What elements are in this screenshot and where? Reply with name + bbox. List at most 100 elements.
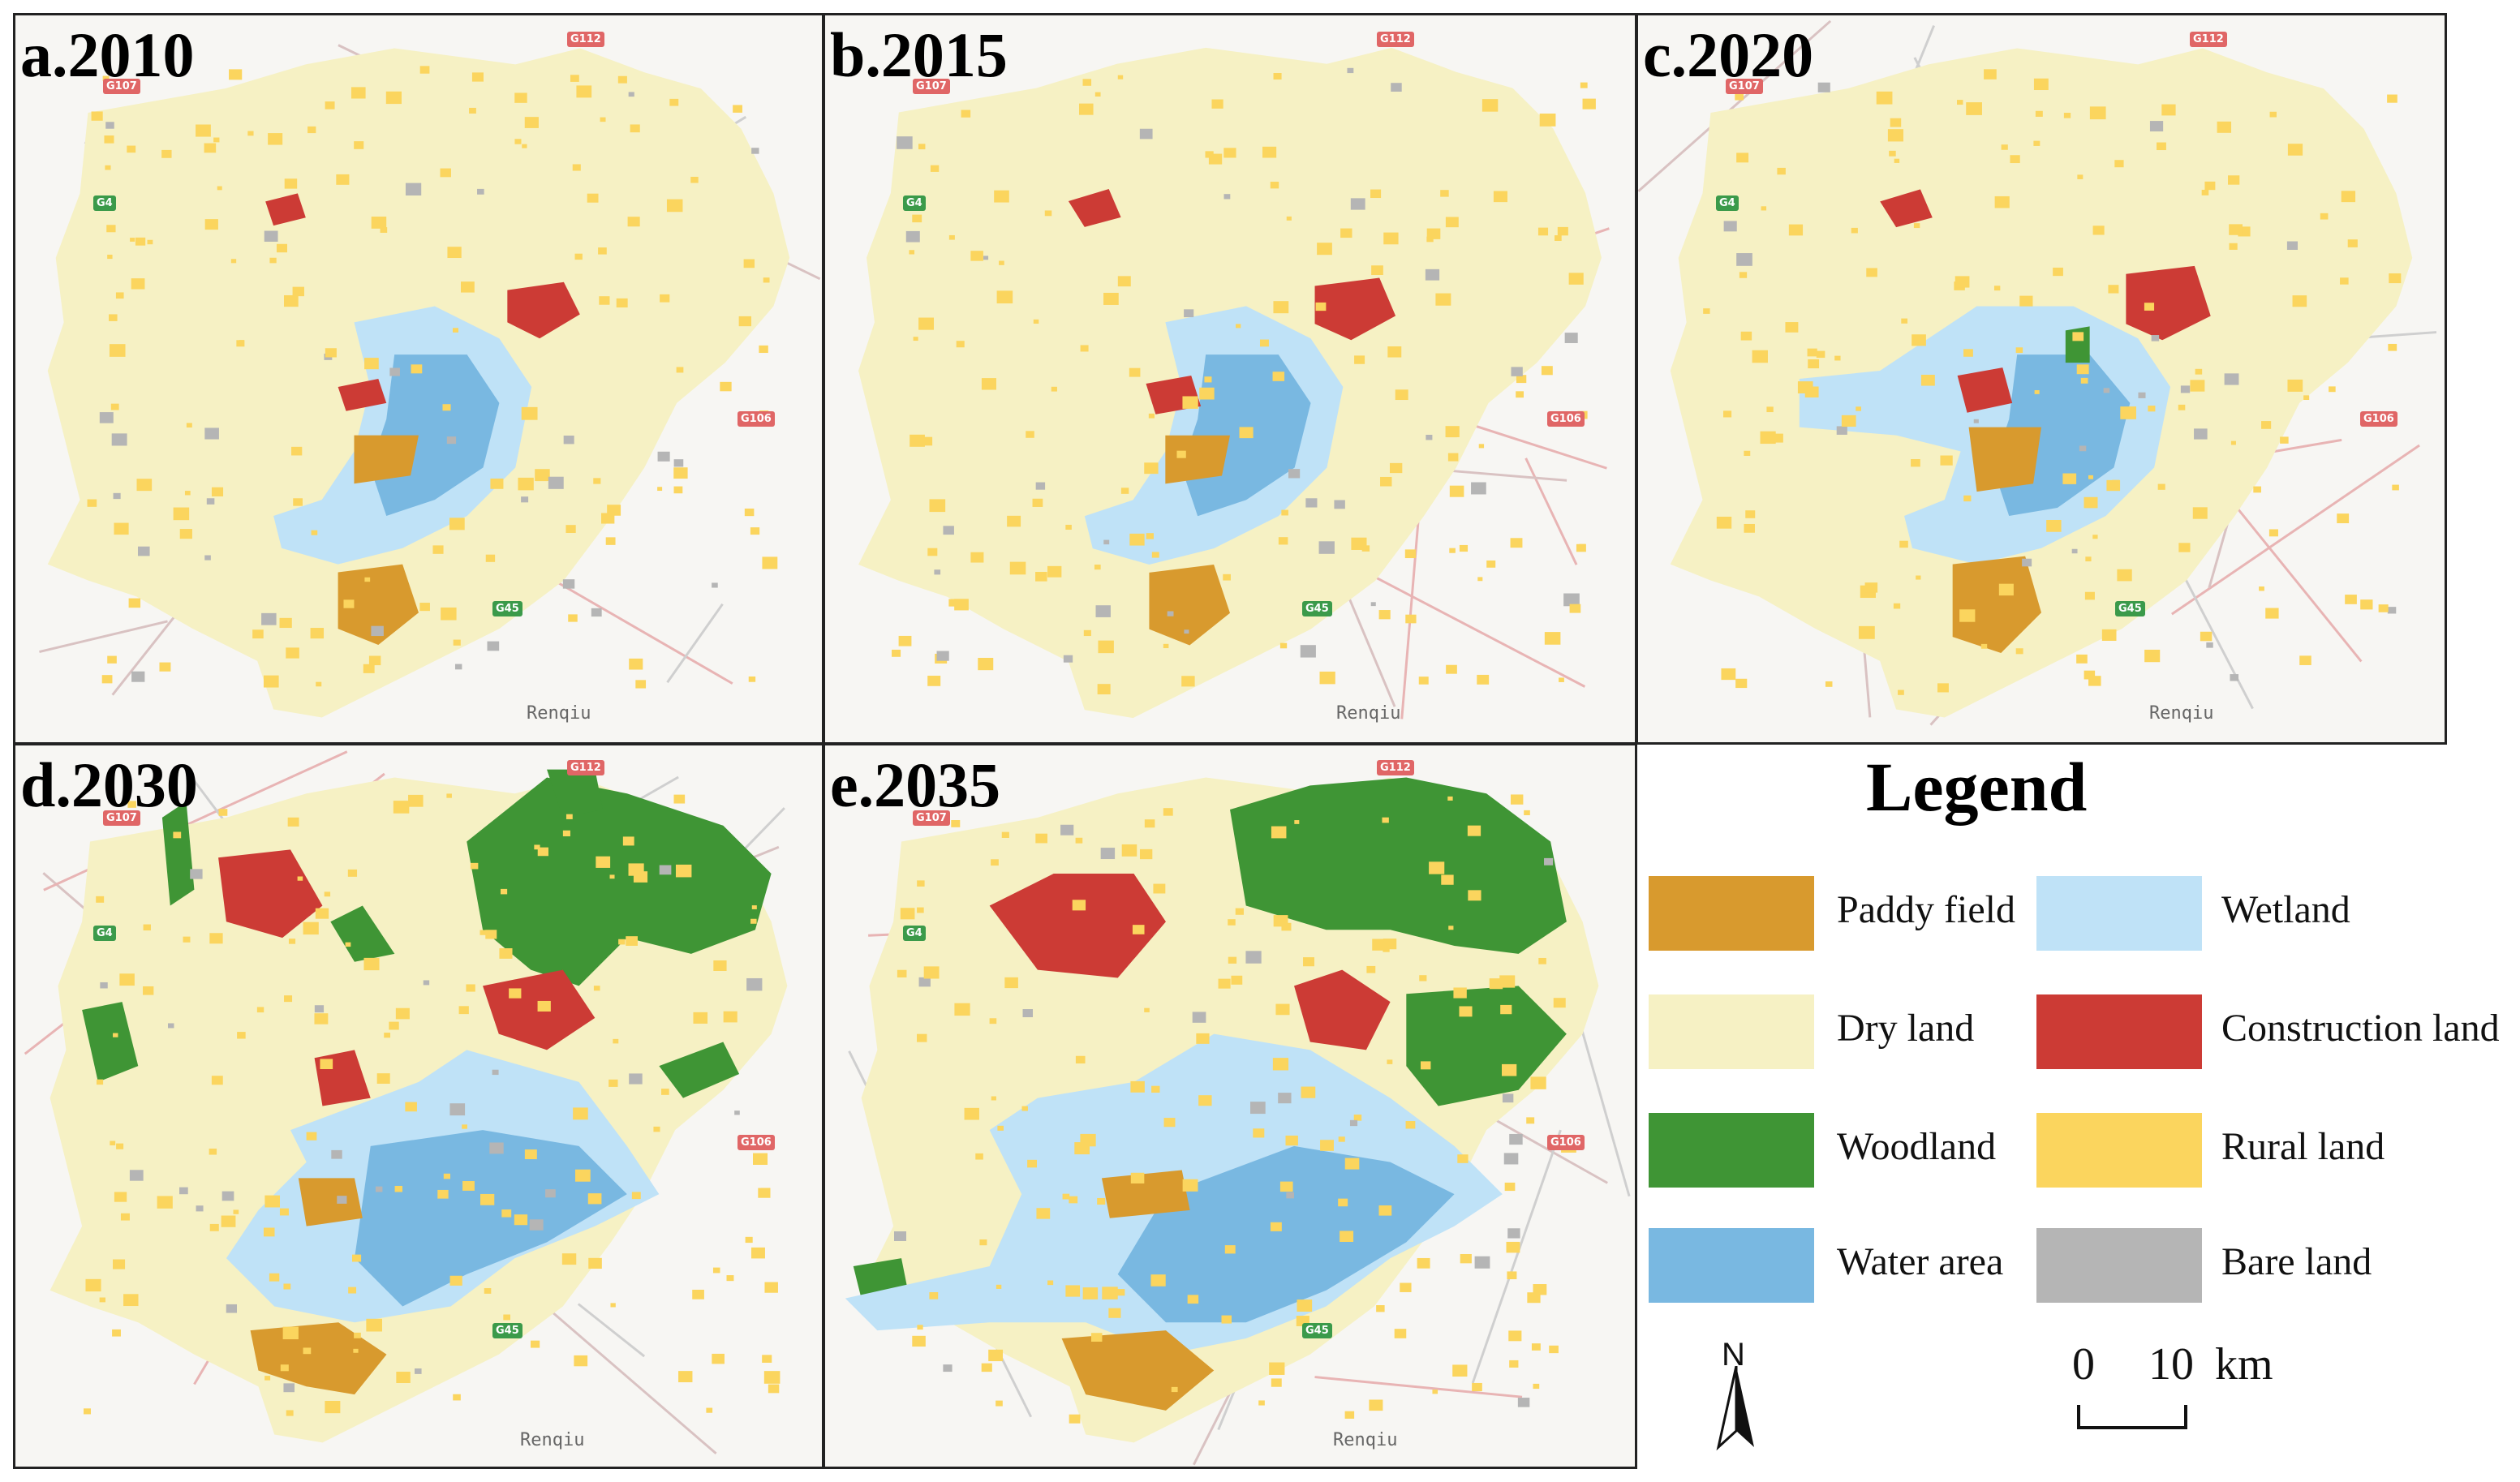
rural-patch bbox=[1920, 375, 1935, 386]
rural-patch bbox=[1224, 1245, 1236, 1254]
rural-patch bbox=[1176, 450, 1186, 458]
rural-patch bbox=[1471, 482, 1486, 495]
rural-patch bbox=[1735, 678, 1748, 689]
rural-patch bbox=[936, 651, 949, 661]
rural-patch bbox=[1735, 92, 1744, 101]
road-badge: G107 bbox=[1726, 79, 1763, 94]
map-2030 bbox=[24, 750, 788, 1455]
rural-patch bbox=[2387, 94, 2397, 103]
rural-patch bbox=[252, 629, 264, 639]
rural-patch bbox=[748, 676, 756, 682]
rural-patch bbox=[593, 986, 600, 991]
road-badge: G4 bbox=[903, 926, 926, 941]
rural-patch bbox=[129, 1170, 144, 1181]
rural-patch bbox=[1788, 224, 1804, 236]
panel-label: b.2015 bbox=[830, 19, 1008, 90]
rural-patch bbox=[2389, 273, 2402, 284]
rural-patch bbox=[1836, 426, 1847, 435]
rural-patch bbox=[1211, 99, 1223, 109]
rural-patch bbox=[1273, 73, 1282, 80]
rural-patch bbox=[499, 948, 513, 959]
rural-patch bbox=[574, 1169, 591, 1182]
rural-patch bbox=[353, 1348, 359, 1353]
rural-patch bbox=[927, 676, 941, 686]
rural-patch bbox=[371, 217, 387, 229]
rural-patch bbox=[2157, 483, 2165, 490]
rural-patch bbox=[1204, 376, 1212, 383]
rural-patch bbox=[2144, 303, 2155, 311]
rural-patch bbox=[405, 1102, 417, 1112]
rural-patch bbox=[311, 530, 318, 535]
rural-patch bbox=[994, 190, 1009, 203]
rural-patch bbox=[109, 314, 118, 321]
rural-patch bbox=[1347, 67, 1354, 74]
rural-patch bbox=[912, 214, 922, 223]
road-badge: G45 bbox=[2115, 601, 2145, 616]
rural-patch bbox=[1419, 975, 1427, 982]
rural-patch bbox=[99, 1297, 105, 1303]
rural-patch bbox=[1564, 333, 1578, 343]
rural-patch bbox=[981, 1363, 992, 1372]
rural-patch bbox=[534, 844, 540, 850]
rural-patch bbox=[2079, 445, 2087, 452]
rural-patch bbox=[1405, 614, 1417, 624]
rural-patch bbox=[2010, 155, 2020, 164]
rural-patch bbox=[1120, 488, 1129, 494]
rural-patch bbox=[1315, 302, 1327, 311]
rural-patch bbox=[897, 136, 913, 149]
rural-patch bbox=[693, 1012, 708, 1024]
rural-patch bbox=[2120, 406, 2136, 419]
rural-patch bbox=[948, 234, 955, 240]
road-badge: G45 bbox=[492, 601, 522, 616]
rural-patch bbox=[750, 918, 757, 924]
rural-patch bbox=[1047, 1280, 1054, 1286]
rural-patch bbox=[1338, 1136, 1345, 1142]
road-badge: G107 bbox=[103, 79, 140, 94]
rural-patch bbox=[2195, 368, 2203, 375]
rural-patch bbox=[2329, 386, 2336, 393]
rural-patch bbox=[1429, 861, 1445, 874]
rural-patch bbox=[276, 243, 287, 253]
rural-patch bbox=[371, 625, 384, 637]
rural-patch bbox=[101, 675, 113, 684]
rural-patch bbox=[211, 1076, 223, 1085]
rural-patch bbox=[116, 1143, 124, 1149]
rural-patch bbox=[1940, 455, 1953, 466]
rural-patch bbox=[1132, 925, 1145, 934]
rural-patch bbox=[1745, 510, 1756, 518]
rural-patch bbox=[601, 513, 615, 524]
rural-patch bbox=[1044, 210, 1052, 217]
rural-patch bbox=[91, 111, 103, 121]
rural-patch bbox=[2033, 140, 2041, 146]
rural-patch bbox=[184, 491, 191, 496]
legend-swatch bbox=[2036, 994, 2202, 1069]
rural-patch bbox=[1272, 1058, 1289, 1071]
rural-patch bbox=[1317, 243, 1332, 256]
rural-patch bbox=[325, 101, 335, 110]
rural-patch bbox=[659, 865, 672, 875]
rural-patch bbox=[2265, 608, 2279, 619]
rural-patch bbox=[1192, 1012, 1206, 1023]
rural-patch bbox=[561, 1253, 577, 1265]
rural-patch bbox=[618, 939, 626, 945]
rural-patch bbox=[306, 1132, 317, 1140]
rural-patch bbox=[147, 239, 153, 245]
rural-patch bbox=[1062, 1193, 1070, 1200]
rural-patch bbox=[1288, 469, 1301, 479]
road-badge: G4 bbox=[93, 926, 116, 941]
rural-patch bbox=[1258, 1400, 1265, 1406]
rural-patch bbox=[1420, 1061, 1431, 1070]
rural-patch bbox=[978, 657, 994, 671]
rural-patch bbox=[2084, 670, 2096, 680]
rural-patch bbox=[2076, 654, 2088, 664]
rural-patch bbox=[751, 1247, 765, 1259]
rural-patch bbox=[1507, 1271, 1517, 1280]
rural-patch bbox=[762, 556, 778, 569]
rural-patch bbox=[1887, 129, 1903, 142]
rural-patch bbox=[1395, 389, 1408, 401]
rural-patch bbox=[763, 1371, 781, 1384]
rural-patch bbox=[1285, 1135, 1298, 1146]
rural-patch bbox=[1129, 367, 1141, 377]
legend-label: Wetland bbox=[2221, 888, 2350, 931]
rural-patch bbox=[466, 984, 475, 992]
